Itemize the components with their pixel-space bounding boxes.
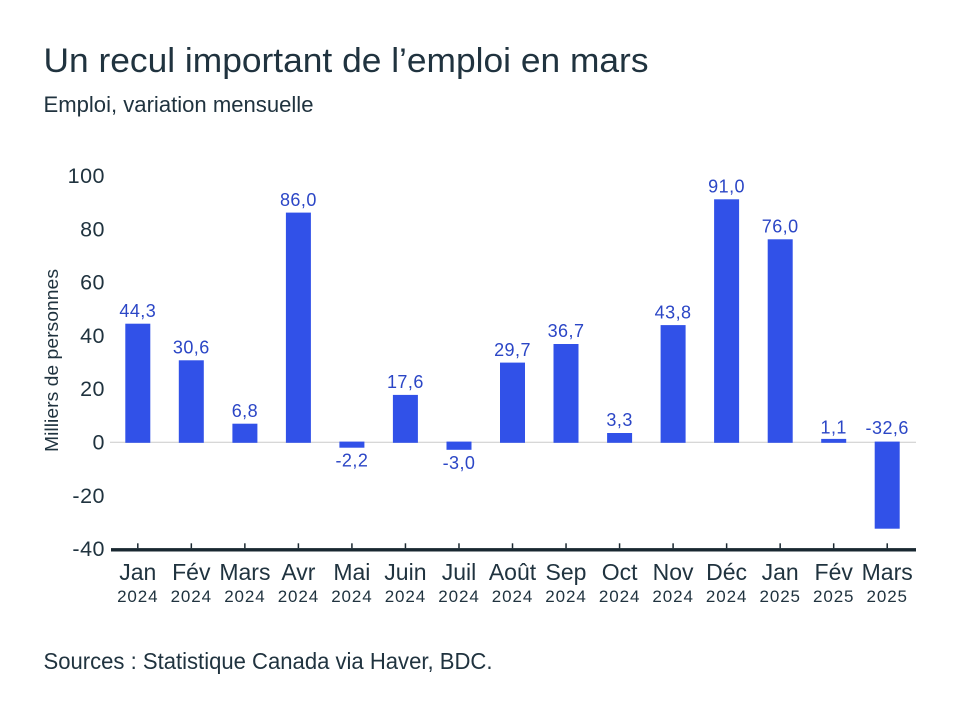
svg-text:2024: 2024 [652, 587, 693, 606]
svg-text:Déc: Déc [706, 559, 747, 585]
svg-text:2025: 2025 [866, 587, 907, 606]
svg-text:91,0: 91,0 [708, 177, 745, 197]
svg-text:2024: 2024 [224, 587, 265, 606]
svg-text:Sep: Sep [546, 559, 587, 585]
svg-text:2024: 2024 [438, 587, 479, 606]
svg-text:2024: 2024 [331, 587, 372, 606]
svg-text:Fév: Fév [172, 559, 211, 585]
svg-text:-3,0: -3,0 [443, 453, 476, 473]
svg-text:2024: 2024 [492, 587, 533, 606]
svg-text:Avr: Avr [281, 559, 315, 585]
svg-text:Août: Août [489, 559, 537, 585]
svg-text:Jan: Jan [119, 559, 156, 585]
svg-text:Mars: Mars [862, 559, 913, 585]
svg-text:Milliers de personnes: Milliers de personnes [42, 269, 62, 452]
svg-text:Mars: Mars [219, 559, 270, 585]
svg-text:2025: 2025 [813, 587, 854, 606]
svg-text:Juin: Juin [384, 559, 426, 585]
svg-text:Jan: Jan [762, 559, 799, 585]
svg-text:Emploi, variation mensuelle: Emploi, variation mensuelle [44, 92, 314, 117]
svg-text:2024: 2024 [171, 587, 212, 606]
svg-text:2024: 2024 [545, 587, 586, 606]
svg-text:43,8: 43,8 [655, 302, 692, 322]
svg-text:2024: 2024 [117, 587, 158, 606]
svg-text:-2,2: -2,2 [335, 451, 368, 471]
svg-text:17,6: 17,6 [387, 372, 424, 392]
svg-text:-20: -20 [72, 484, 105, 508]
svg-text:2024: 2024 [706, 587, 747, 606]
svg-text:3,3: 3,3 [606, 410, 632, 430]
svg-text:86,0: 86,0 [280, 190, 317, 210]
svg-text:1,1: 1,1 [821, 418, 847, 438]
svg-text:80: 80 [80, 217, 105, 241]
svg-text:6,8: 6,8 [232, 401, 258, 421]
svg-text:Un recul important de l’emploi: Un recul important de l’emploi en mars [44, 42, 649, 80]
svg-text:76,0: 76,0 [762, 217, 799, 237]
svg-text:60: 60 [80, 271, 105, 295]
svg-text:Nov: Nov [653, 559, 694, 585]
svg-text:Oct: Oct [602, 559, 638, 585]
svg-text:36,7: 36,7 [548, 321, 585, 341]
svg-text:-40: -40 [72, 537, 105, 561]
svg-text:Mai: Mai [333, 559, 370, 585]
svg-text:-32,6: -32,6 [866, 418, 909, 438]
svg-text:20: 20 [80, 377, 105, 401]
svg-text:2024: 2024 [278, 587, 319, 606]
svg-text:2024: 2024 [599, 587, 640, 606]
svg-text:2025: 2025 [759, 587, 800, 606]
svg-text:29,7: 29,7 [494, 340, 531, 360]
svg-text:Fév: Fév [815, 559, 854, 585]
svg-text:30,6: 30,6 [173, 338, 210, 358]
svg-text:44,3: 44,3 [119, 301, 156, 321]
svg-text:100: 100 [68, 164, 105, 188]
svg-text:40: 40 [80, 324, 105, 348]
svg-text:Juil: Juil [442, 559, 477, 585]
svg-text:Sources : Statistique Canada v: Sources : Statistique Canada via Haver, … [44, 648, 493, 674]
svg-text:2024: 2024 [385, 587, 426, 606]
svg-text:0: 0 [93, 431, 105, 455]
